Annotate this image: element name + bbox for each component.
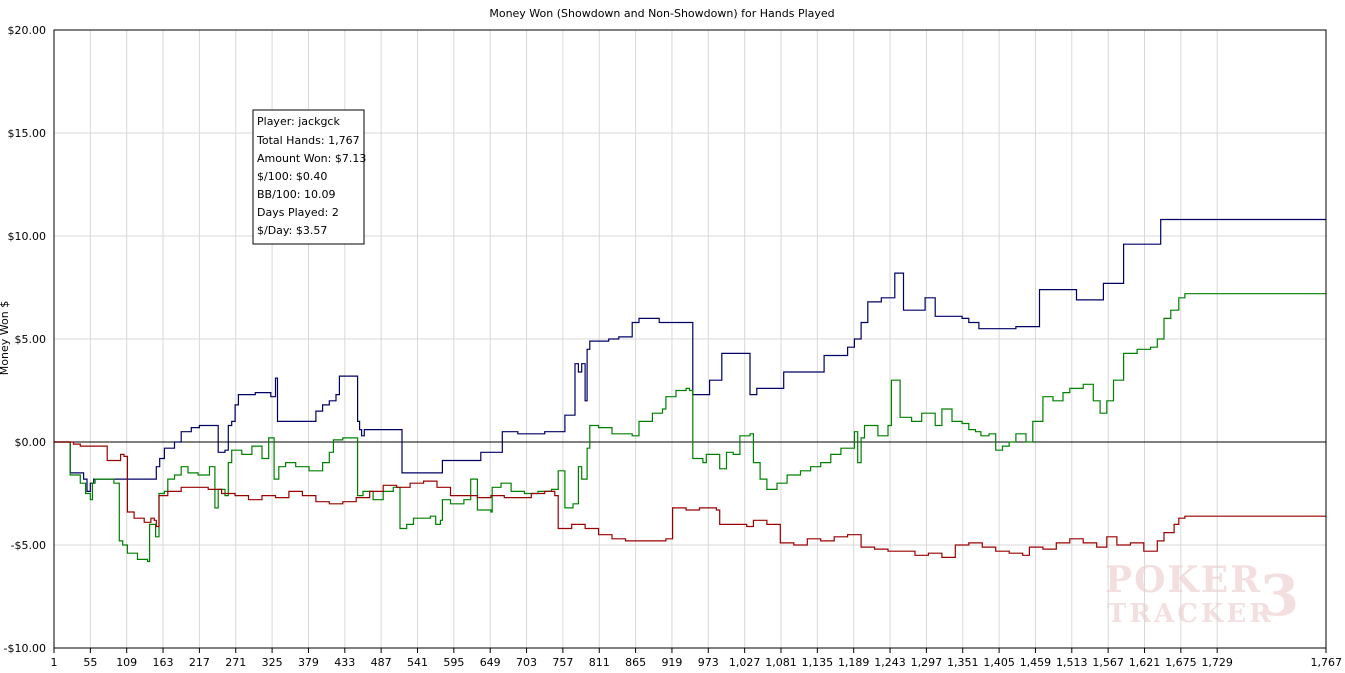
series-line-2 — [54, 441, 1326, 559]
x-tick-label: 109 — [116, 656, 137, 669]
x-tick-label: 973 — [698, 656, 719, 669]
y-tick-label: $10.00 — [8, 230, 47, 243]
y-tick-label: $5.00 — [15, 333, 47, 346]
y-tick-label: $15.00 — [8, 127, 47, 140]
info-box-frame — [252, 109, 365, 245]
y-tick-label: $20.00 — [8, 24, 47, 37]
x-tick-label: 865 — [625, 656, 646, 669]
x-tick-label: 649 — [480, 656, 501, 669]
x-tick-label: 1,027 — [729, 656, 761, 669]
plot-frame — [53, 29, 1327, 649]
watermark-number: 3 — [1260, 563, 1299, 629]
info-box: Player: jackgck Total Hands: 1,767 Amoun… — [252, 109, 366, 245]
x-tick-label: 217 — [189, 656, 210, 669]
x-tick-label: 271 — [225, 656, 246, 669]
x-tick-label: 757 — [552, 656, 573, 669]
watermark: POKER TRACKER 3 — [1105, 559, 1299, 629]
x-tick-label: 1,767 — [1311, 656, 1343, 669]
info-days-played: Days Played: 2 — [257, 206, 339, 219]
y-tick-label: -$5.00 — [11, 539, 46, 552]
x-tick-label: 163 — [153, 656, 174, 669]
x-tick-label: 541 — [407, 656, 428, 669]
info-dollar-per-day: $/Day: $3.57 — [257, 224, 327, 237]
x-tick-label: 1 — [51, 656, 58, 669]
x-tick-label: 703 — [516, 656, 537, 669]
x-tick-label: 1,351 — [947, 656, 979, 669]
x-tick-label: 1,189 — [838, 656, 870, 669]
info-amount-won: Amount Won: $7.13 — [257, 152, 366, 165]
y-tick-label: $0.00 — [15, 436, 47, 449]
x-tick-label: 487 — [371, 656, 392, 669]
x-tick-label: 1,675 — [1165, 656, 1197, 669]
x-tick-label: 1,567 — [1092, 656, 1124, 669]
watermark-line1: POKER — [1105, 559, 1262, 601]
x-tick-label: 1,405 — [983, 656, 1015, 669]
series-layer — [54, 218, 1326, 563]
x-tick-label: 1,513 — [1056, 656, 1088, 669]
grid — [53, 29, 1327, 649]
x-tick-label: 811 — [589, 656, 610, 669]
info-bb-per-100: BB/100: 10.09 — [257, 188, 336, 201]
watermark-line2: TRACKER — [1107, 599, 1274, 629]
x-tick-label: 1,729 — [1201, 656, 1233, 669]
y-ticks: $20.00 $15.00 $10.00 $5.00 $0.00 -$5.00 -$10.0… — [4, 24, 46, 655]
x-tick-label: 379 — [298, 656, 319, 669]
x-tick-label: 1,459 — [1020, 656, 1052, 669]
x-tick-label: 1,081 — [765, 656, 797, 669]
series-line-0 — [54, 218, 1326, 492]
info-player: Player: jackgck — [257, 115, 340, 128]
x-tick-label: 595 — [443, 656, 464, 669]
x-tick-label: 1,243 — [874, 656, 906, 669]
x-tick-label: 433 — [334, 656, 355, 669]
x-tick-label: 1,135 — [802, 656, 834, 669]
y-axis-label: Money Won $ — [0, 301, 11, 375]
x-tick-label: 325 — [262, 656, 283, 669]
x-tick-label: 919 — [661, 656, 682, 669]
x-tick-label: 1,297 — [911, 656, 943, 669]
info-dollar-per-100: $/100: $0.40 — [257, 170, 327, 183]
x-tick-label: 55 — [83, 656, 97, 669]
chart-title: Money Won (Showdown and Non-Showdown) fo… — [489, 7, 834, 20]
info-total-hands: Total Hands: 1,767 — [256, 134, 360, 147]
series-line-1 — [54, 293, 1326, 563]
x-ticks: 1 55 109 163 217 271 325 379 433 487 541 595 649 703 7… — [51, 648, 1343, 669]
y-tick-label: -$10.00 — [4, 642, 46, 655]
x-tick-label: 1,621 — [1129, 656, 1161, 669]
